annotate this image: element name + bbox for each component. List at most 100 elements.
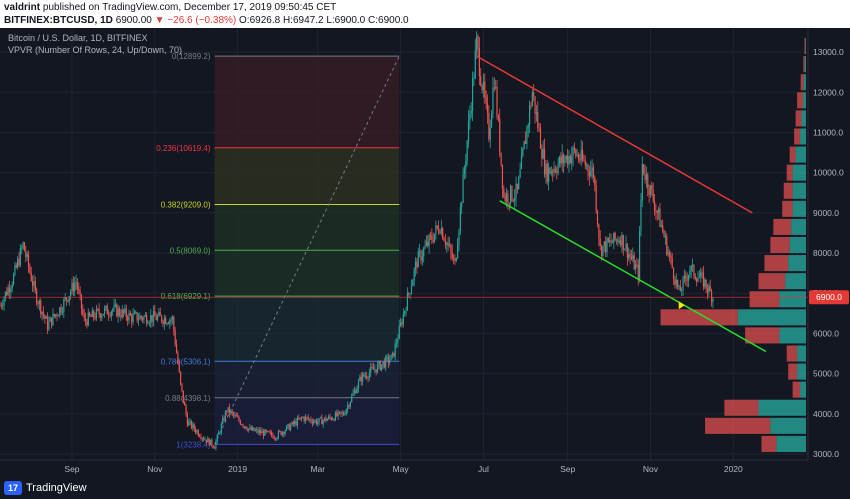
candle-body <box>141 317 144 320</box>
candle-body <box>163 318 165 324</box>
candle-body <box>270 432 273 436</box>
candle-body <box>234 414 236 416</box>
candle-body <box>120 315 122 318</box>
ohlc-values: O:6926.8 H:6947.2 L:6900.0 C:6900.0 <box>239 15 409 26</box>
candle-body <box>2 305 4 307</box>
candle-body <box>633 255 635 270</box>
volume-profile-down-bar <box>782 200 793 217</box>
candle-body <box>659 208 661 227</box>
volume-profile-up-bar <box>795 146 806 163</box>
fib-level-label: 0.88(4398.1) <box>165 394 211 403</box>
candle-body <box>361 373 364 382</box>
tradingview-logo[interactable]: 17 <box>4 481 22 495</box>
candle-body <box>367 377 369 379</box>
price-chart[interactable]: 0(12899.2) 0.236(10619.4) 0.382(9209.0) 0.5… <box>0 28 850 478</box>
candle-body <box>46 316 49 330</box>
candle-body <box>194 429 197 433</box>
candle-body <box>87 312 89 326</box>
candle-body <box>268 431 270 433</box>
candle-body <box>112 309 114 312</box>
candle-body <box>250 427 252 431</box>
candle-body <box>413 269 415 281</box>
candle-body <box>500 152 502 165</box>
candle-body <box>264 429 266 436</box>
volume-profile-down-bar <box>794 128 801 145</box>
candle-body <box>29 266 31 273</box>
volume-profile-down-bar <box>745 327 780 344</box>
candle-body <box>272 435 274 439</box>
candle-body <box>242 424 244 427</box>
candle-body <box>469 113 471 121</box>
candle-body <box>675 279 677 285</box>
candle-body <box>708 285 710 293</box>
publisher-name[interactable]: valdrint <box>4 2 41 13</box>
candle-body <box>522 149 524 156</box>
candle-body <box>567 155 569 165</box>
candle-body <box>596 210 599 225</box>
candle-body <box>313 421 315 424</box>
fib-band <box>214 56 400 148</box>
candle-body <box>253 427 255 431</box>
volume-profile-down-bar <box>660 309 738 326</box>
candle-body <box>501 164 504 189</box>
candle-body <box>178 363 180 372</box>
candle-body <box>439 232 441 234</box>
candle-body <box>209 439 212 446</box>
candle-body <box>146 315 148 324</box>
fib-band <box>214 296 400 362</box>
candle-body <box>474 50 476 79</box>
candle-body <box>260 430 262 434</box>
candle-body <box>417 251 419 268</box>
candle-body <box>68 295 70 302</box>
candle-body <box>512 200 514 202</box>
candle-body <box>641 164 643 201</box>
candle-body <box>281 432 284 435</box>
candle-body <box>374 369 376 371</box>
candle-body <box>480 76 482 86</box>
candle-body <box>207 438 209 443</box>
candle-body <box>325 417 327 421</box>
volume-profile-down-bar <box>786 345 798 362</box>
candle-body <box>7 287 9 295</box>
published-text: published on TradingView.com, December 1… <box>42 2 337 13</box>
marker-arrow <box>678 301 685 310</box>
tradingview-brand[interactable]: TradingView <box>26 482 87 494</box>
volume-profile-down-bar <box>724 399 759 416</box>
candle-body <box>420 251 422 261</box>
candle-body <box>621 234 623 246</box>
candle-body <box>185 405 187 415</box>
candle-body <box>541 148 543 159</box>
candle-body <box>144 315 146 317</box>
time-tick-label: 2019 <box>228 464 247 474</box>
candle-body <box>590 170 592 177</box>
volume-profile-up-bar <box>779 291 806 308</box>
indicator-label[interactable]: VPVR (Number Of Rows, 24, Up/Down, 70) <box>8 45 183 55</box>
candle-body <box>524 141 527 145</box>
volume-profile-down-bar <box>758 273 786 290</box>
trendline-resistance[interactable] <box>476 55 753 214</box>
candle-body <box>594 177 596 187</box>
candle-body <box>237 416 239 418</box>
candle-body <box>370 367 372 373</box>
candle-body <box>658 208 660 213</box>
price-tick-label: 10000.0 <box>813 168 844 178</box>
candle-body <box>121 309 123 318</box>
volume-profile-up-bar <box>785 273 806 290</box>
candle-body <box>467 120 470 142</box>
candle-body <box>696 278 698 282</box>
candle-body <box>425 241 428 246</box>
candle-body <box>231 411 233 413</box>
candle-body <box>672 267 675 279</box>
candle-body <box>452 258 455 260</box>
candle-body <box>180 371 182 384</box>
candle-body <box>619 240 622 246</box>
trendline-support[interactable] <box>499 200 767 353</box>
candle-body <box>702 272 705 287</box>
candle-body <box>471 78 474 111</box>
current-price-badge <box>809 290 849 305</box>
candle-body <box>492 87 494 114</box>
volume-profile-up-bar <box>792 164 806 181</box>
candle-body <box>266 431 269 432</box>
candle-body <box>26 253 28 258</box>
candle-body <box>204 439 206 441</box>
